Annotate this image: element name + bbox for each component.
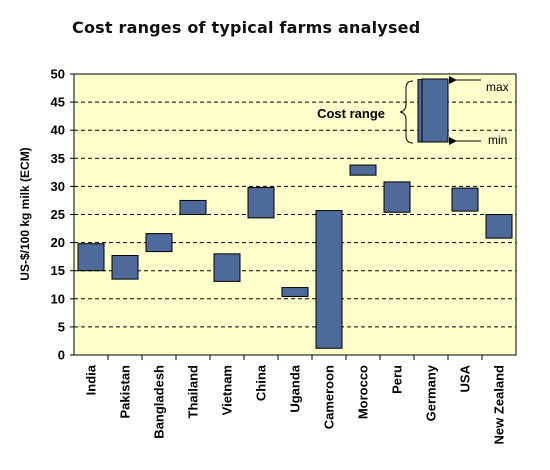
y-tick-label: 30	[51, 179, 65, 194]
x-category-label: Uganda	[288, 364, 303, 412]
x-category-label: Bangladesh	[152, 365, 167, 439]
y-tick-label: 5	[58, 319, 65, 334]
y-tick-label: 10	[51, 291, 65, 306]
y-tick-label: 40	[51, 123, 65, 138]
range-bar-india	[77, 243, 105, 272]
legend: Cost range max min	[317, 76, 509, 147]
range-bar-cameroon	[315, 210, 343, 349]
y-tick-label: 20	[51, 235, 65, 250]
x-category-label: Pakistan	[118, 365, 133, 419]
x-category-label: Morocco	[356, 365, 371, 419]
x-category-label: Peru	[390, 365, 405, 394]
y-tick-label: 35	[51, 151, 65, 166]
range-bar-uganda	[281, 287, 309, 298]
x-category-label: India	[84, 364, 99, 395]
legend-bar	[421, 78, 449, 143]
range-bar-usa	[451, 187, 479, 212]
legend-title: Cost range	[317, 106, 385, 121]
x-category-label: Germany	[424, 364, 439, 421]
y-tick-label: 45	[51, 95, 65, 110]
legend-min-label: min	[488, 133, 507, 147]
range-bar-new-zealand	[485, 214, 513, 239]
x-category-label: New Zealand	[492, 365, 507, 445]
x-category-label: USA	[458, 364, 473, 392]
range-bar-china	[247, 187, 275, 219]
range-bar-bangladesh	[145, 233, 173, 253]
range-bar-peru	[383, 181, 411, 213]
legend-brace	[399, 80, 414, 144]
range-bar-morocco	[349, 164, 377, 176]
legend-max-label: max	[486, 80, 509, 94]
y-axis-title: US-$/100 kg milk (ECM)	[18, 147, 32, 280]
y-tick-label: 15	[51, 263, 65, 278]
range-bar-pakistan	[111, 255, 139, 280]
grid-lines	[74, 101, 516, 328]
range-bar-vietnam	[213, 253, 241, 282]
chart-title: Cost ranges of typical farms analysed	[72, 18, 421, 37]
x-category-label: Vietnam	[220, 365, 235, 415]
y-tick-label: 50	[51, 67, 65, 82]
x-category-label: China	[254, 364, 269, 401]
y-tick-label: 0	[58, 348, 65, 363]
range-bar-thailand	[179, 199, 207, 215]
x-category-label: Cameroon	[322, 365, 337, 429]
x-axis-categories: India Pakistan Bangladesh Thailand Vietnam Ch…	[84, 355, 507, 444]
x-category-label: Thailand	[186, 365, 201, 419]
y-tick-label: 25	[51, 207, 65, 222]
y-axis-ticks: 0 5 10 15 20 25 30 35 40 45 50	[51, 67, 74, 363]
